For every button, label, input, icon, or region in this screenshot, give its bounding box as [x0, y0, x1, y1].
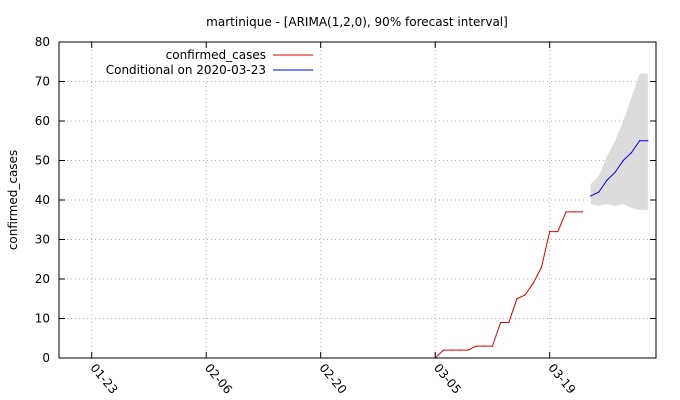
forecast-point [598, 191, 600, 193]
forecast-point [639, 140, 641, 142]
confirmed-cases-point [524, 294, 526, 296]
confirmed-cases-point [475, 345, 477, 347]
confirmed-cases-point [516, 298, 518, 300]
x-axis: 01-23 02-06 02-20 03-05 03-19 [87, 42, 579, 397]
confirmed-cases-point [557, 231, 559, 233]
confirmed-cases-point [442, 349, 444, 351]
y-tick-label: 30 [35, 233, 50, 247]
legend: confirmed_cases Conditional on 2020-03-2… [106, 48, 313, 77]
x-tick-label: 01-23 [87, 361, 120, 397]
y-axis: 0 10 20 30 40 50 60 70 80 [35, 35, 656, 365]
y-tick-label: 50 [35, 154, 50, 168]
legend-label-forecast: Conditional on 2020-03-23 [106, 63, 266, 77]
confirmed-cases-point [467, 349, 469, 351]
confirmed-cases-point [500, 321, 502, 324]
confirmed-cases-point [532, 282, 534, 284]
forecast-line [590, 140, 648, 197]
y-tick-label: 0 [42, 351, 50, 365]
y-tick-label: 10 [35, 312, 50, 326]
confirmed-cases-point [565, 211, 567, 213]
forecast-band [590, 73, 648, 210]
forecast-point [630, 152, 633, 154]
plot-frame [58, 41, 657, 359]
confirmed-cases-point [540, 266, 543, 268]
y-tick-label: 20 [35, 272, 50, 286]
confirmed-cases-point [508, 321, 510, 324]
forecast-point [622, 159, 624, 162]
forecast-point [647, 140, 649, 142]
confirmed-cases-point [573, 211, 575, 213]
forecast-point [606, 179, 608, 181]
confirmed-cases-point [483, 345, 485, 347]
confirmed-cases-point [549, 231, 551, 233]
x-tick-label: 02-06 [202, 361, 235, 397]
chart-title: martinique - [ARIMA(1,2,0), 90% forecast… [206, 15, 508, 29]
y-tick-label: 40 [35, 193, 50, 207]
confirmed-cases-point [459, 349, 461, 351]
confirmed-cases-point [491, 345, 494, 347]
series-lines [434, 140, 649, 359]
forecast-interval-band [590, 73, 648, 210]
confirmed-cases-point [581, 211, 583, 213]
y-axis-label: confirmed_cases [6, 150, 20, 250]
x-tick-label: 03-05 [431, 361, 464, 397]
grid [59, 42, 656, 358]
confirmed-cases-line [434, 211, 583, 359]
y-tick-label: 70 [35, 75, 50, 89]
forecast-point [614, 171, 616, 173]
x-tick-label: 02-20 [316, 361, 349, 397]
x-tick-label: 03-19 [545, 361, 578, 397]
confirmed-cases-point [450, 349, 453, 351]
forecast-point [589, 195, 592, 197]
y-tick-label: 80 [35, 35, 50, 49]
legend-label-confirmed: confirmed_cases [166, 48, 266, 62]
y-tick-label: 60 [35, 114, 50, 128]
